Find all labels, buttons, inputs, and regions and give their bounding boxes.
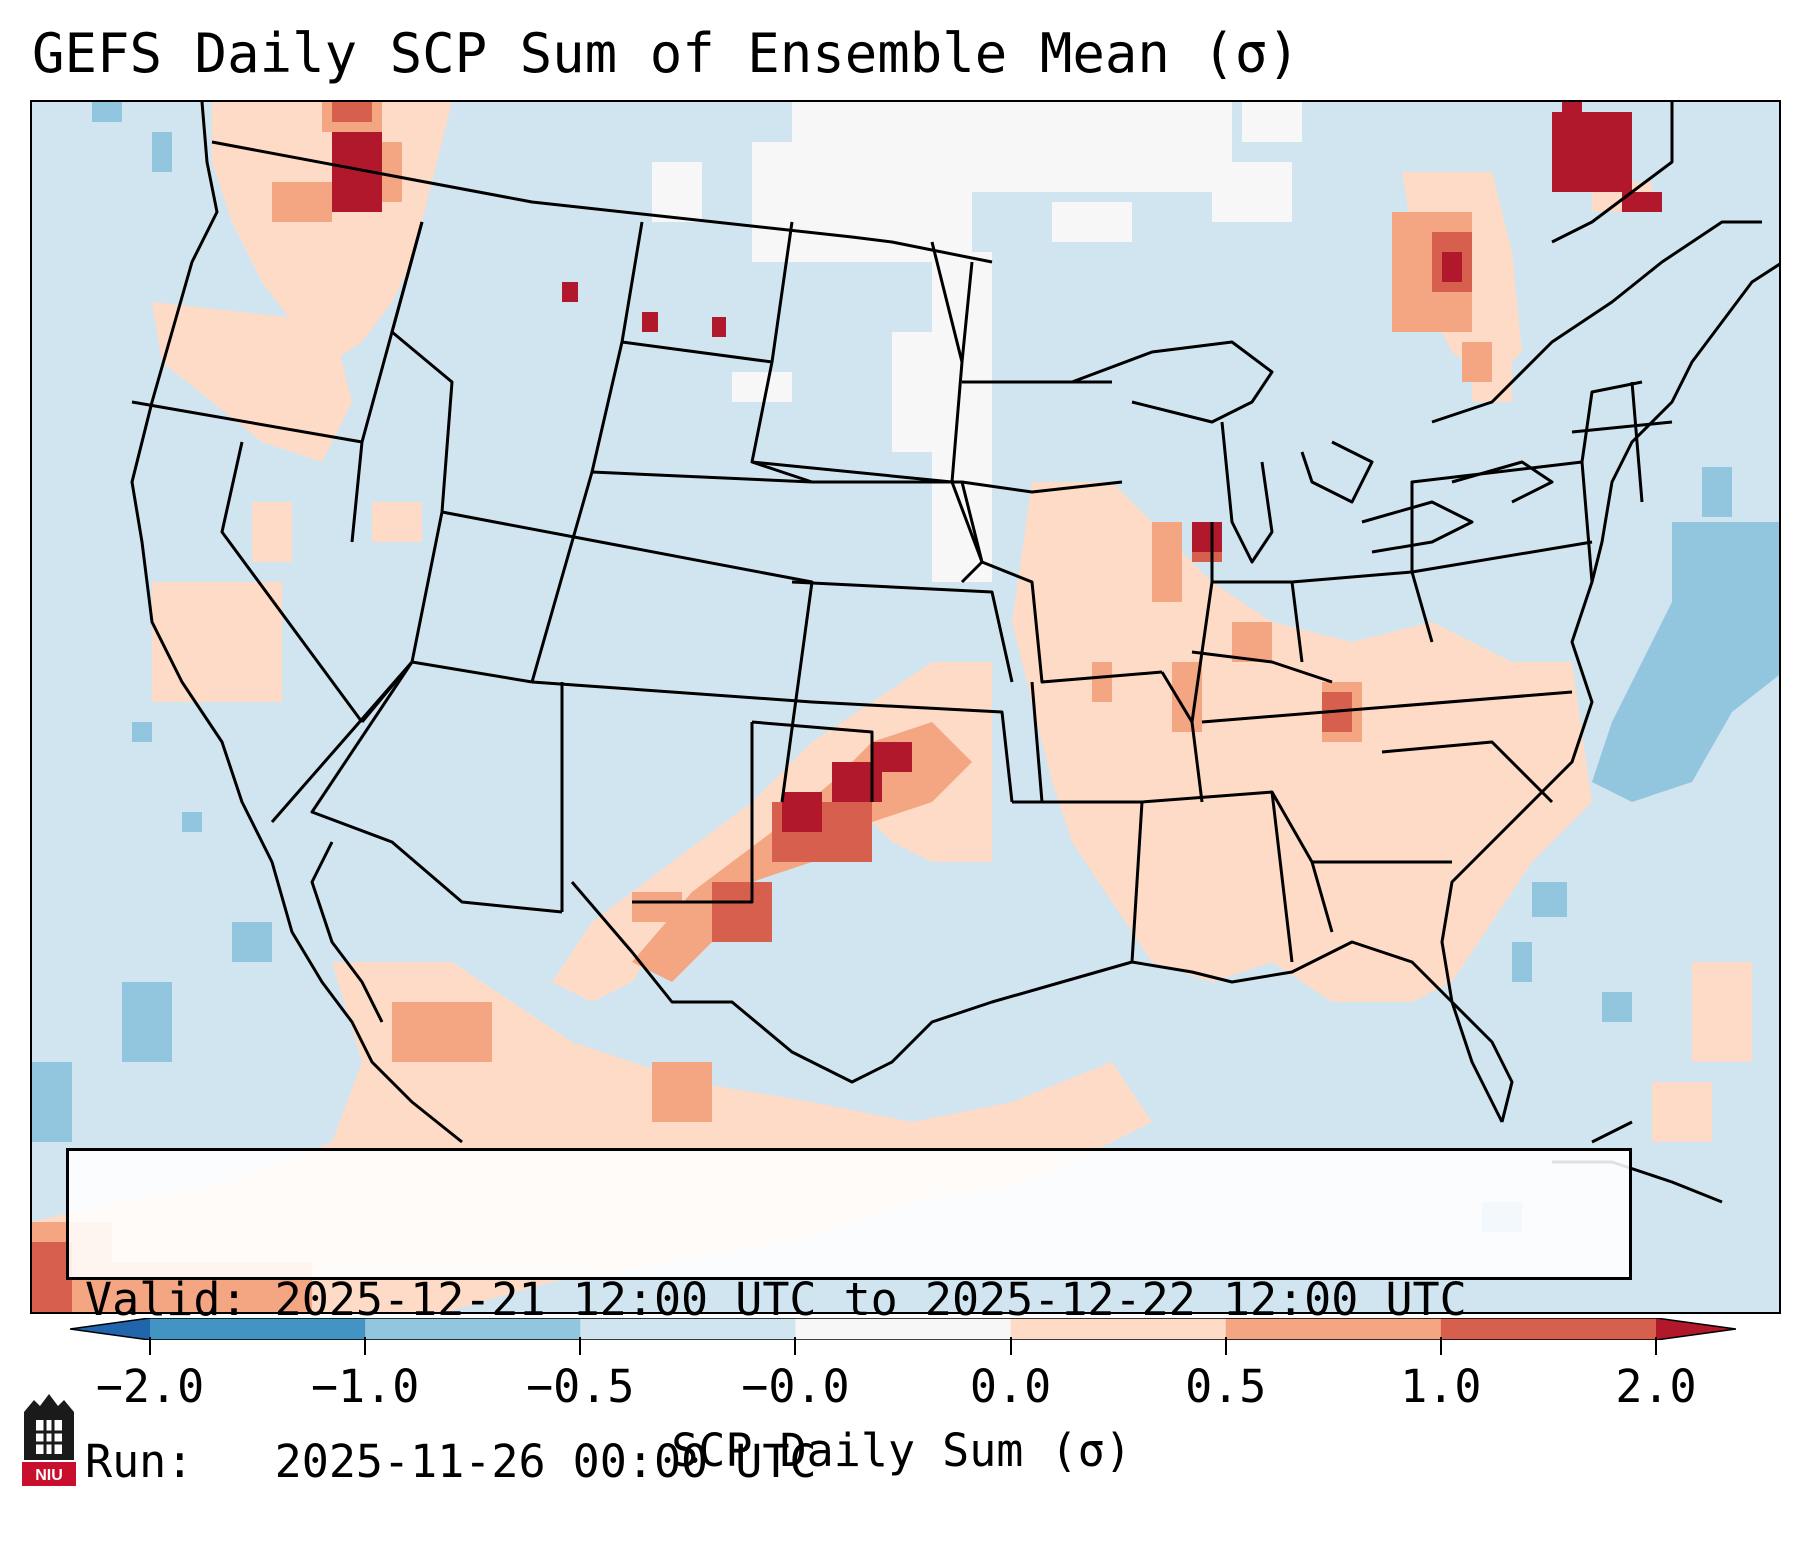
map-panel — [30, 100, 1781, 1314]
map-boundaries — [130, 102, 1779, 1204]
colorbar-segment — [150, 1318, 366, 1340]
colorbar-tick — [1009, 1337, 1012, 1355]
colorbar-tick-label: −1.0 — [310, 1360, 420, 1413]
colorbar-segment — [1010, 1318, 1227, 1340]
colorbar-tick — [579, 1337, 582, 1355]
valid-line: Valid: 2025-12-21 12:00 UTC to 2025-12-2… — [85, 1273, 1613, 1327]
colorbar-segment — [365, 1318, 581, 1340]
colorbar-extend-low — [70, 1318, 150, 1340]
colorbar-tick-label: 0.5 — [1185, 1360, 1267, 1413]
valid-run-info-box: Valid: 2025-12-21 12:00 UTC to 2025-12-2… — [66, 1148, 1632, 1488]
extreme-positive-areas — [332, 102, 1662, 832]
run-line: Run: 2025-11-26 00:00 UTC — [85, 1435, 1613, 1489]
run-label: Run: — [85, 1435, 194, 1488]
colorbar-segment — [1440, 1318, 1657, 1340]
map-title: GEFS Daily SCP Sum of Ensemble Mean (σ) — [32, 22, 1300, 85]
colorbar-tick — [149, 1337, 151, 1355]
neutral-patches — [652, 102, 1302, 582]
colorbar-tick — [1439, 1337, 1442, 1355]
colorbar-tick — [1224, 1337, 1227, 1355]
colorbar-tick-label: 0.0 — [969, 1360, 1052, 1413]
map-svg — [32, 102, 1779, 1312]
colorbar-tick — [364, 1337, 367, 1355]
valid-value: 2025-12-21 12:00 UTC to 2025-12-22 12:00… — [274, 1273, 1467, 1326]
colorbar-segment — [795, 1318, 1012, 1340]
colorbar-tick-label: −2.0 — [95, 1360, 205, 1413]
negative-anomaly-areas — [32, 102, 1779, 1232]
colorbar-label: SCP Daily Sum (σ) — [671, 1424, 1132, 1477]
niu-logo: NIU — [22, 1394, 76, 1486]
colorbar — [70, 1318, 1736, 1340]
colorbar-segment — [580, 1318, 796, 1340]
colorbar-tick-label: 2.0 — [1615, 1360, 1697, 1413]
colorbar-segment — [1225, 1318, 1442, 1340]
colorbar-tick — [1655, 1337, 1657, 1355]
run-value: 2025-11-26 00:00 UTC — [274, 1435, 817, 1488]
valid-label: Valid: — [85, 1273, 248, 1326]
colorbar-tick-label: 1.0 — [1400, 1360, 1482, 1413]
colorbar-tick — [794, 1337, 797, 1355]
colorbar-tick-label: −0.5 — [526, 1360, 635, 1413]
colorbar-tick-label: −0.0 — [741, 1360, 850, 1413]
niu-logo-text: NIU — [35, 1467, 63, 1484]
colorbar-extend-high — [1656, 1318, 1736, 1340]
